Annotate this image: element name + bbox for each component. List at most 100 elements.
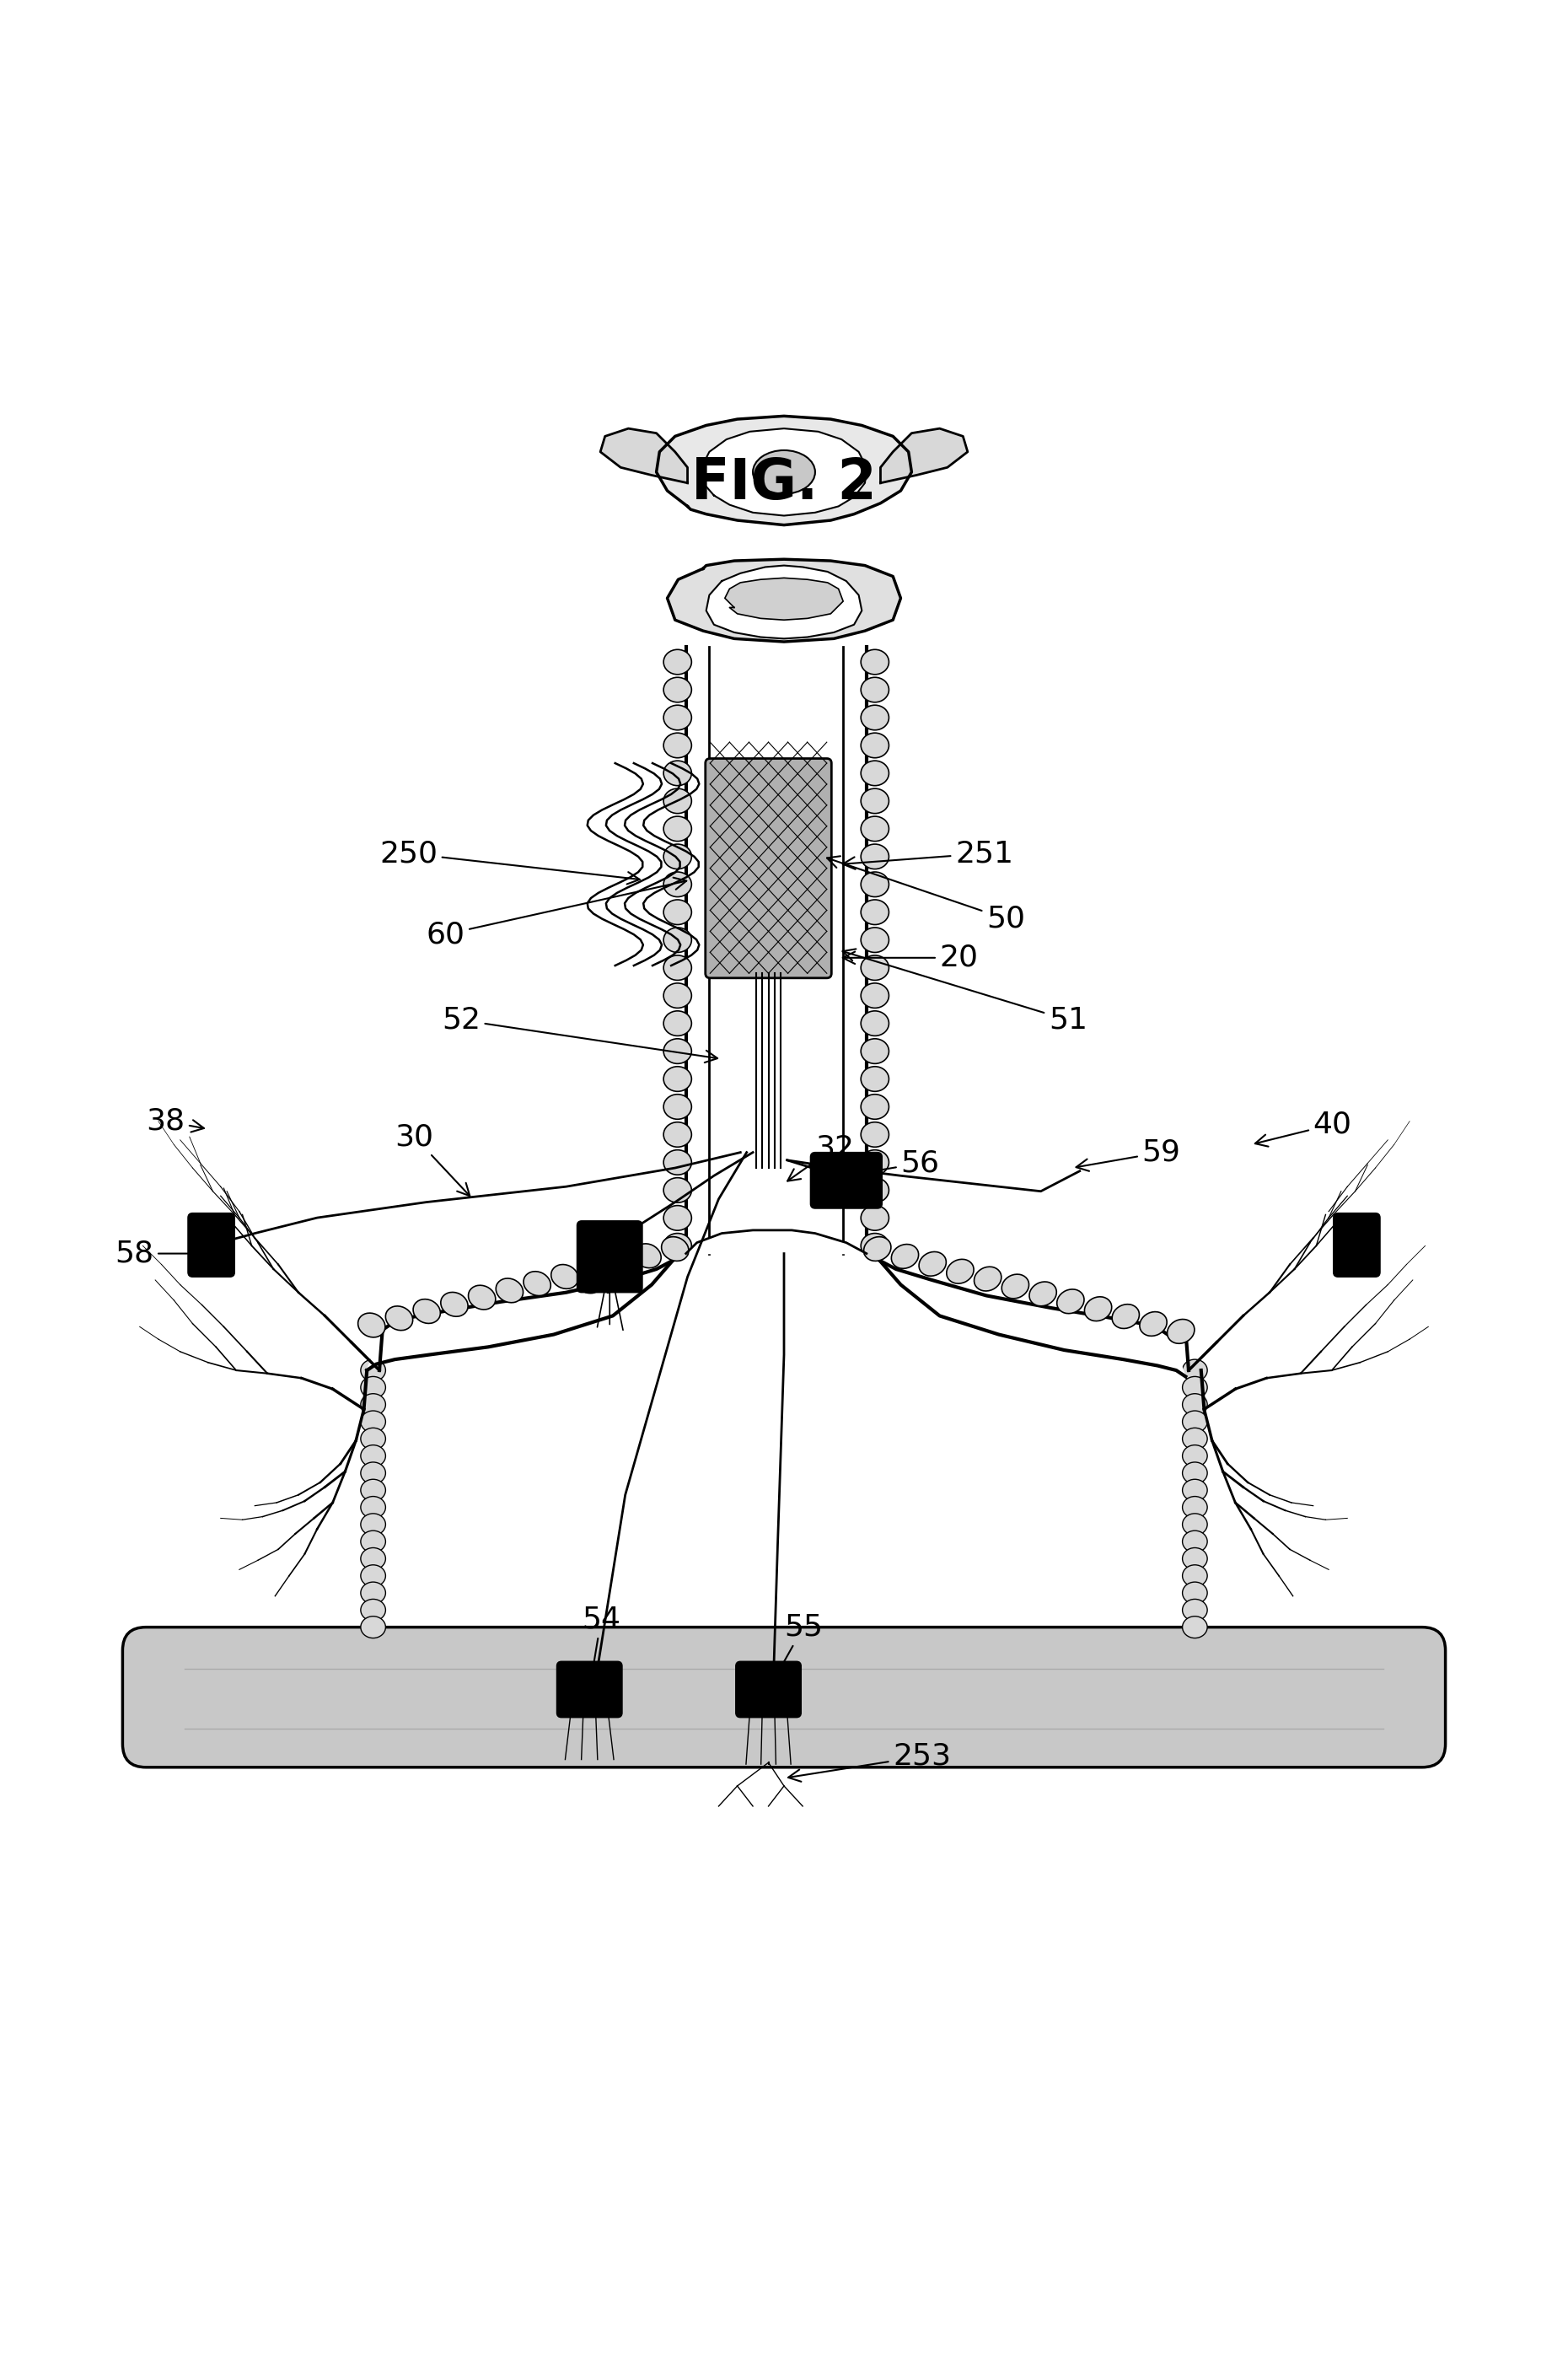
Polygon shape xyxy=(706,566,862,639)
Ellipse shape xyxy=(361,1513,386,1536)
Ellipse shape xyxy=(663,734,691,757)
Ellipse shape xyxy=(861,928,889,952)
Text: 57: 57 xyxy=(582,1257,621,1299)
Ellipse shape xyxy=(663,788,691,814)
Ellipse shape xyxy=(361,1378,386,1399)
Ellipse shape xyxy=(361,1496,386,1517)
Text: 60: 60 xyxy=(426,878,687,949)
Ellipse shape xyxy=(550,1264,579,1288)
Ellipse shape xyxy=(361,1531,386,1553)
Ellipse shape xyxy=(1140,1311,1167,1335)
Ellipse shape xyxy=(1182,1479,1207,1501)
FancyBboxPatch shape xyxy=(577,1221,643,1292)
Ellipse shape xyxy=(361,1427,386,1449)
Polygon shape xyxy=(685,1231,867,1255)
Ellipse shape xyxy=(891,1245,919,1269)
Ellipse shape xyxy=(663,817,691,840)
Text: 250: 250 xyxy=(379,840,640,885)
Ellipse shape xyxy=(663,1094,691,1120)
Ellipse shape xyxy=(864,1236,891,1262)
Ellipse shape xyxy=(663,1233,691,1259)
Ellipse shape xyxy=(861,1205,889,1231)
Ellipse shape xyxy=(1182,1411,1207,1432)
Ellipse shape xyxy=(361,1411,386,1432)
FancyBboxPatch shape xyxy=(735,1662,801,1718)
FancyBboxPatch shape xyxy=(811,1153,883,1210)
Ellipse shape xyxy=(753,450,815,495)
Ellipse shape xyxy=(861,845,889,869)
Ellipse shape xyxy=(607,1250,633,1276)
Ellipse shape xyxy=(579,1257,605,1283)
Ellipse shape xyxy=(861,1039,889,1063)
Text: 56: 56 xyxy=(850,1148,939,1179)
Text: 51: 51 xyxy=(842,949,1087,1034)
Ellipse shape xyxy=(1182,1444,1207,1468)
Text: 20: 20 xyxy=(842,944,978,973)
Ellipse shape xyxy=(1182,1548,1207,1569)
Ellipse shape xyxy=(861,1122,889,1148)
Ellipse shape xyxy=(919,1252,946,1276)
Polygon shape xyxy=(701,428,867,516)
Ellipse shape xyxy=(663,1039,691,1063)
Polygon shape xyxy=(657,417,911,525)
Ellipse shape xyxy=(1002,1273,1029,1299)
Ellipse shape xyxy=(1182,1359,1207,1382)
Ellipse shape xyxy=(947,1259,974,1283)
Ellipse shape xyxy=(861,1068,889,1091)
Ellipse shape xyxy=(861,1150,889,1174)
Ellipse shape xyxy=(663,899,691,925)
Ellipse shape xyxy=(441,1292,467,1316)
Ellipse shape xyxy=(495,1278,524,1302)
FancyBboxPatch shape xyxy=(122,1626,1446,1768)
Text: 58: 58 xyxy=(114,1240,204,1269)
Ellipse shape xyxy=(861,956,889,980)
FancyBboxPatch shape xyxy=(188,1212,235,1276)
Ellipse shape xyxy=(663,1011,691,1037)
Ellipse shape xyxy=(1182,1531,1207,1553)
Ellipse shape xyxy=(861,788,889,814)
Ellipse shape xyxy=(861,1011,889,1037)
Ellipse shape xyxy=(633,1243,662,1269)
Ellipse shape xyxy=(1167,1318,1195,1344)
Ellipse shape xyxy=(1182,1565,1207,1586)
Ellipse shape xyxy=(663,1205,691,1231)
Ellipse shape xyxy=(361,1479,386,1501)
Ellipse shape xyxy=(663,982,691,1008)
Polygon shape xyxy=(867,1250,1185,1378)
Text: 55: 55 xyxy=(770,1612,823,1685)
Text: 59: 59 xyxy=(1076,1139,1181,1172)
Ellipse shape xyxy=(663,1150,691,1174)
Ellipse shape xyxy=(361,1565,386,1586)
Ellipse shape xyxy=(861,677,889,703)
Ellipse shape xyxy=(663,871,691,897)
Ellipse shape xyxy=(386,1307,412,1330)
Ellipse shape xyxy=(524,1271,550,1295)
Text: 52: 52 xyxy=(442,1006,718,1063)
Polygon shape xyxy=(881,428,967,483)
Ellipse shape xyxy=(1112,1304,1140,1328)
Ellipse shape xyxy=(663,1179,691,1202)
Ellipse shape xyxy=(361,1359,386,1382)
Ellipse shape xyxy=(1182,1496,1207,1517)
Ellipse shape xyxy=(861,1094,889,1120)
Ellipse shape xyxy=(361,1617,386,1638)
Polygon shape xyxy=(685,646,867,1255)
Text: 54: 54 xyxy=(582,1605,621,1685)
Text: 32: 32 xyxy=(787,1134,855,1181)
Polygon shape xyxy=(724,578,844,620)
Text: 40: 40 xyxy=(1254,1110,1352,1146)
Polygon shape xyxy=(367,1250,685,1370)
Text: 251: 251 xyxy=(842,840,1013,869)
Ellipse shape xyxy=(861,899,889,925)
Ellipse shape xyxy=(361,1394,386,1415)
Ellipse shape xyxy=(1182,1513,1207,1536)
Ellipse shape xyxy=(361,1581,386,1605)
Ellipse shape xyxy=(861,649,889,675)
Ellipse shape xyxy=(861,705,889,729)
Ellipse shape xyxy=(861,982,889,1008)
Text: 38: 38 xyxy=(146,1108,204,1136)
Ellipse shape xyxy=(861,1233,889,1259)
Polygon shape xyxy=(668,559,900,641)
Ellipse shape xyxy=(1182,1617,1207,1638)
Ellipse shape xyxy=(663,1068,691,1091)
